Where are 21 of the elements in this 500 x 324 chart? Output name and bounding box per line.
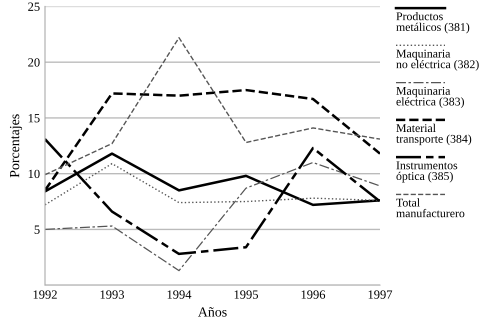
legend-label: Productos metálicos (381) bbox=[396, 12, 470, 34]
y-axis-title: Porcentajes bbox=[10, 114, 22, 178]
x-tick-label: 1993 bbox=[100, 290, 124, 299]
x-axis-title: Años bbox=[198, 307, 227, 317]
x-tick-label: 1995 bbox=[234, 290, 258, 299]
y-tick-label: 15 bbox=[28, 114, 40, 122]
y-tick-label: 20 bbox=[28, 58, 40, 67]
legend-label: Maquinaria no eléctrica (382) bbox=[396, 50, 479, 71]
legend-label: Material transporte (384) bbox=[396, 124, 472, 146]
x-tick-label: 1997 bbox=[368, 290, 392, 299]
y-tick-label: 10 bbox=[28, 170, 40, 178]
y-tick-label: 25 bbox=[28, 2, 40, 11]
legend-label: Instrumentos óptica (385) bbox=[396, 161, 458, 182]
y-tick-label: 5 bbox=[34, 226, 40, 234]
legend-label: Maquinaria eléctrica (383) bbox=[396, 86, 464, 108]
x-tick-label: 1992 bbox=[34, 290, 57, 299]
x-tick-label: 1996 bbox=[302, 290, 326, 299]
legend-label: Total manufacturero bbox=[396, 198, 464, 218]
line-series bbox=[45, 162, 380, 272]
x-tick-label: 1994 bbox=[168, 290, 192, 299]
line-series bbox=[45, 36, 380, 176]
